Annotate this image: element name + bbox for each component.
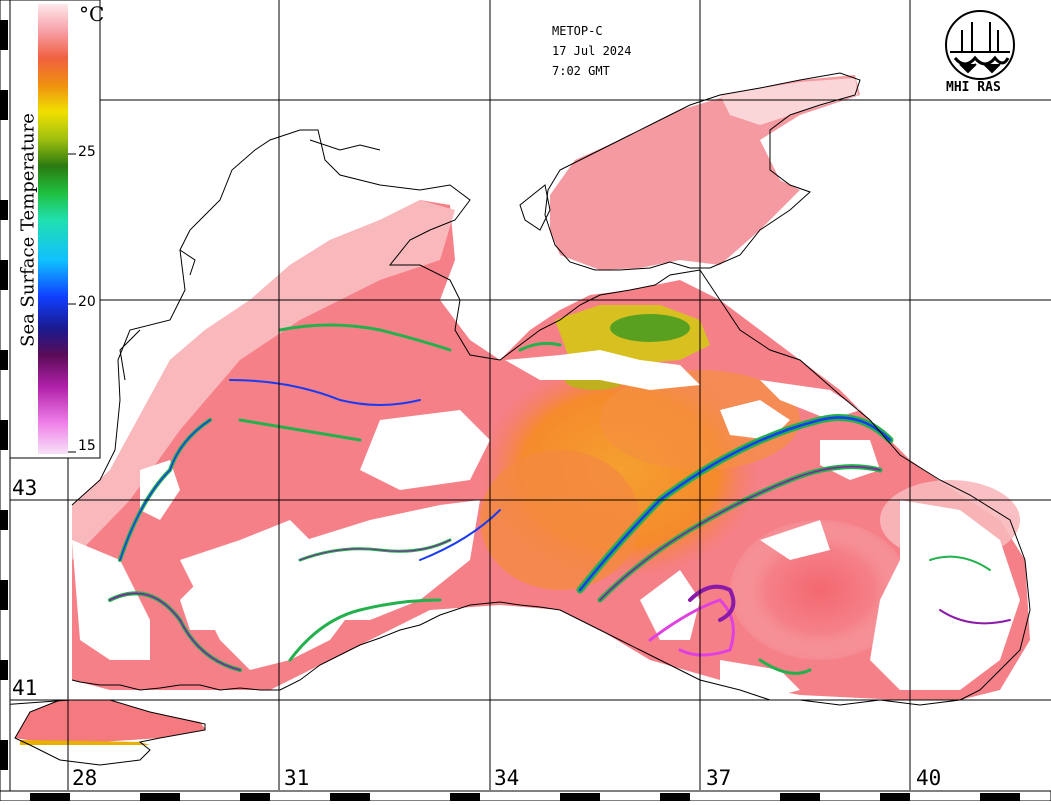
acquisition-date: 17 Jul 2024 (552, 44, 632, 58)
lat-label-41: 41 (12, 676, 38, 700)
legend-title: Sea Surface Temperature (17, 113, 39, 347)
acquisition-time: 7:02 GMT (552, 64, 610, 78)
colorbar (9, 0, 101, 459)
lon-label-34: 34 (494, 766, 520, 790)
temperature-fronts (108, 323, 1011, 675)
colorbar-tick-25: 25 (78, 144, 96, 160)
logo-text: MHI RAS (946, 80, 1001, 95)
lon-label-28: 28 (72, 766, 98, 790)
colorbar-tick-20: 20 (78, 294, 96, 310)
lon-label-40: 40 (916, 766, 942, 790)
colorbar-tick-15: 15 (78, 438, 96, 454)
lon-label-37: 37 (706, 766, 732, 790)
mhi-logo (945, 10, 1015, 80)
satellite-name: METOP-C (552, 24, 603, 38)
unit-label: °C (79, 2, 105, 26)
lon-label-31: 31 (284, 766, 310, 790)
lat-label-43: 43 (12, 476, 38, 500)
coastline (0, 72, 1031, 766)
